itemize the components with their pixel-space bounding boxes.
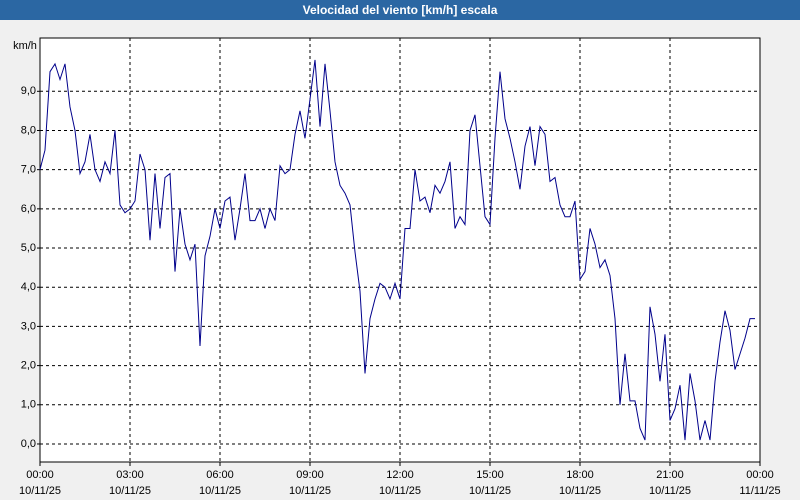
y-tick-label: 2,0	[21, 360, 36, 372]
x-tick-date: 10/11/25	[649, 485, 691, 497]
x-tick-label: 03:00	[116, 469, 144, 481]
data-line	[39, 59, 755, 441]
y-tick-label: 4,0	[21, 281, 36, 293]
y-tick-label: 8,0	[21, 124, 36, 136]
y-tick-label: 5,0	[21, 242, 36, 254]
x-tick-label: 18:00	[566, 469, 594, 481]
y-tick-label: 7,0	[21, 164, 36, 176]
x-tick-label: 09:00	[296, 469, 324, 481]
x-tick-date: 11/11/25	[739, 485, 780, 497]
y-tick-label: 1,0	[21, 399, 36, 411]
x-tick-label: 15:00	[476, 469, 504, 481]
x-tick-label: 00:00	[746, 469, 774, 481]
y-tick-label: 0,0	[21, 438, 36, 450]
x-tick-date: 10/11/25	[559, 485, 601, 497]
x-tick-label: 21:00	[656, 469, 684, 481]
x-tick-date: 10/11/25	[289, 485, 331, 497]
chart-title: Velocidad del viento [km/h] escala	[303, 3, 498, 17]
y-unit: km/h	[13, 40, 37, 52]
x-tick-date: 10/11/25	[469, 485, 511, 497]
x-tick-label: 12:00	[386, 469, 414, 481]
x-tick-label: 00:00	[26, 469, 54, 481]
y-tick-label: 6,0	[21, 203, 36, 215]
x-tick-date: 10/11/25	[199, 485, 241, 497]
y-tick-label: 9,0	[21, 85, 36, 97]
title-bar	[0, 0, 800, 20]
x-tick-date: 10/11/25	[19, 485, 61, 497]
x-tick-label: 06:00	[206, 469, 234, 481]
y-tick-label: 3,0	[21, 320, 36, 332]
x-tick-date: 10/11/25	[109, 485, 151, 497]
x-tick-date: 10/11/25	[379, 485, 421, 497]
